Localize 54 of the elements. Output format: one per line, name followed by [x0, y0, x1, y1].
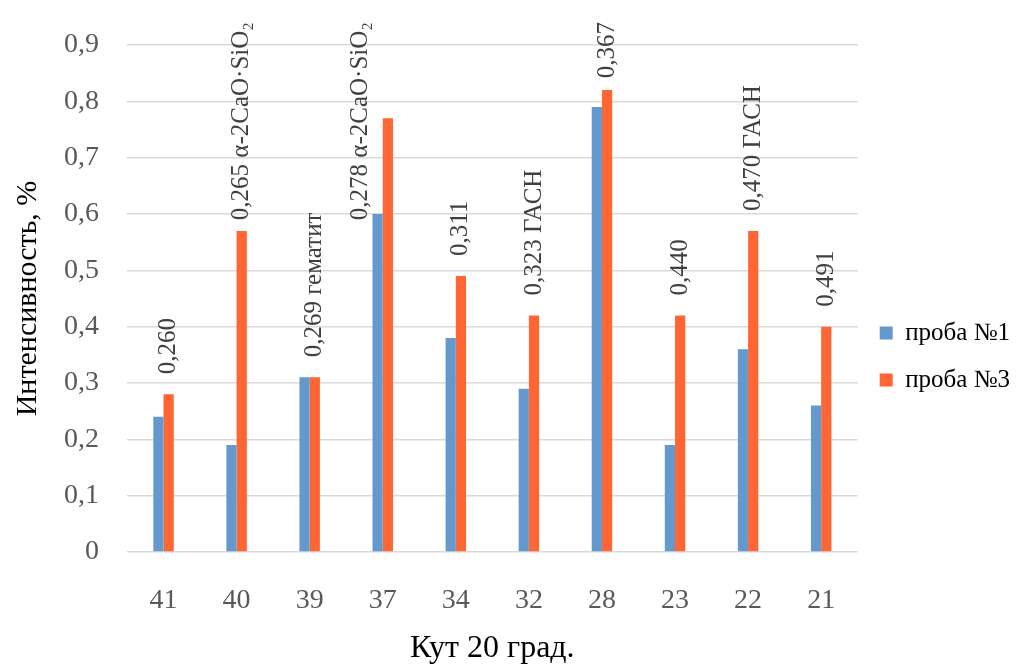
- x-tick-label: 21: [807, 583, 836, 615]
- y-tick-label: 0: [85, 534, 99, 566]
- bar: [309, 377, 320, 552]
- bar: [153, 416, 164, 552]
- y-tick-label: 0,7: [64, 140, 99, 172]
- bar: [372, 214, 383, 552]
- annotation: 0,491: [810, 250, 838, 307]
- legend-label: проба №1: [905, 317, 1011, 345]
- x-tick-label: 34: [441, 583, 470, 615]
- bar: [226, 444, 237, 552]
- y-tick-label: 0,2: [64, 421, 99, 453]
- bar: [528, 315, 540, 552]
- bar: [163, 394, 174, 552]
- annotation: 0,278 α-2CaO·SiO₂: [344, 21, 372, 221]
- annotation: 0,265 α-2CaO·SiO₂: [226, 21, 254, 221]
- bar: [299, 377, 310, 552]
- x-axis-title: Кут 20 град.: [410, 628, 575, 665]
- y-tick-label: 0,4: [64, 309, 99, 341]
- x-tick-label: 39: [295, 583, 324, 615]
- x-tick-label: 32: [514, 583, 543, 615]
- x-tick-label: 41: [149, 583, 178, 615]
- x-tick-label: 37: [368, 583, 397, 615]
- bar: [591, 106, 602, 552]
- y-tick-label: 0,1: [64, 478, 99, 510]
- bar: [601, 90, 613, 552]
- annotation: 0,269 гематит: [299, 212, 327, 358]
- bar: [737, 349, 749, 552]
- annotation: 0,260: [153, 318, 181, 375]
- bar: [236, 230, 247, 552]
- annotation: 0,440: [664, 239, 692, 296]
- x-tick-label: 22: [734, 583, 763, 615]
- bar: [445, 337, 456, 552]
- annotation: 0,367: [591, 22, 619, 79]
- y-axis-title: Интенсивность, %: [8, 180, 42, 417]
- annotation: 0,311: [445, 200, 473, 256]
- bar: [455, 275, 467, 552]
- y-tick-label: 0,8: [64, 83, 99, 115]
- x-tick-label: 28: [587, 583, 616, 615]
- annotation: 0,470 ГАСН: [737, 85, 765, 211]
- annotation: 0,323 ГАСН: [518, 169, 546, 296]
- bar: [518, 388, 529, 552]
- bar: [821, 326, 832, 552]
- bar: [664, 444, 676, 552]
- y-tick-label: 0,3: [64, 365, 99, 397]
- bar: [810, 405, 822, 552]
- legend-label: проба №3: [905, 364, 1011, 392]
- x-tick-label: 23: [661, 583, 690, 615]
- bar: [675, 315, 686, 552]
- bar: [382, 118, 393, 552]
- x-tick-label: 40: [222, 583, 251, 615]
- y-tick-label: 0,5: [64, 252, 99, 284]
- y-tick-label: 0,9: [64, 27, 99, 59]
- bar: [748, 230, 759, 552]
- y-tick-label: 0,6: [64, 196, 99, 228]
